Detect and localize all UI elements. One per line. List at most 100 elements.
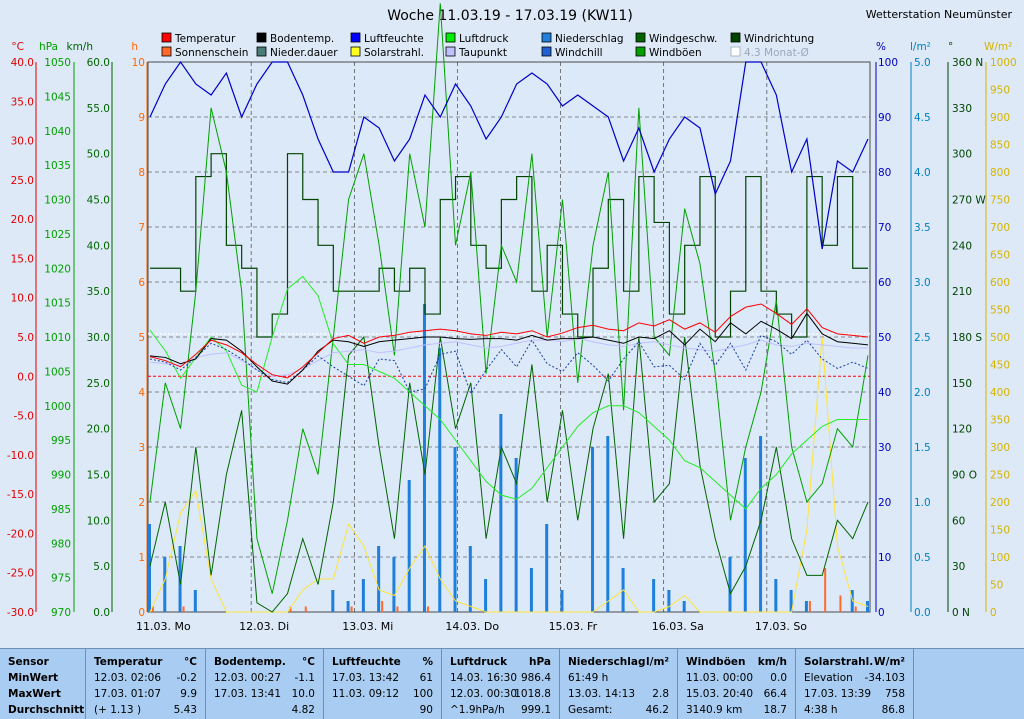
axis-tick-label: 15.0: [11, 253, 34, 265]
x-tick-label: 13.03. Mi: [342, 620, 393, 633]
wind-direction-series: [150, 153, 868, 338]
axis-tick-label: 10.0: [87, 515, 110, 527]
axis-tick-label: 985: [51, 504, 71, 516]
axis-tick-label: 9: [138, 112, 145, 124]
stats-value: 2.8: [652, 688, 669, 700]
chart-title: Woche 11.03.19 - 17.03.19 (KW11): [387, 8, 633, 24]
legend-label: Windchill: [555, 47, 603, 59]
axis-tick-label: 20.0: [87, 424, 110, 436]
stats-row: 61:49 h: [560, 670, 677, 686]
axis-unit-label: W/m²: [984, 41, 1012, 53]
stats-row: 14.03. 16:30 986.4: [442, 670, 559, 686]
precip-bar: [422, 304, 426, 612]
stats-label: Gesamt:: [568, 704, 613, 716]
axis-tick-label: 60: [878, 277, 891, 289]
axis-tick-label: -20.0: [7, 528, 34, 540]
axis-unit-label: h: [131, 41, 138, 53]
stats-row: 13.03. 14:13 2.8: [560, 686, 677, 702]
legend-label: Windgeschw.: [649, 33, 717, 45]
stats-label: Solarstrahl.: [804, 656, 874, 668]
axis-tick-label: 2: [138, 497, 145, 509]
stats-value: %: [422, 656, 433, 668]
temperature-series: [149, 303, 869, 379]
x-tick-label: 16.03. Sa: [652, 620, 704, 633]
stats-row: 3140.9 km 18.7: [678, 702, 795, 718]
stats-value: hPa: [529, 656, 551, 668]
axis-tick-label: 1010: [44, 332, 71, 344]
axis-tick-label: 850: [990, 140, 1010, 152]
axis-tick-label: 0: [138, 607, 145, 619]
stats-row: Niederschlag l/m²: [560, 654, 677, 670]
sunshine-bar: [808, 601, 811, 612]
axis-tick-label: 15.0: [87, 470, 110, 482]
legend-swatch: [730, 46, 741, 57]
axis-tick-label: 4: [138, 387, 145, 399]
legend-label: Windrichtung: [744, 33, 814, 45]
axis-tick-label: 0.5: [914, 552, 931, 564]
stats-row: 17.03. 01:07 9.9: [86, 686, 205, 702]
stats-row: Temperatur °C: [86, 654, 205, 670]
axis-tick-label: 750: [990, 195, 1010, 207]
sunshine-bar: [839, 595, 842, 612]
axis-tick-label: 900: [990, 112, 1010, 124]
axis-tick-label: 700: [990, 222, 1010, 234]
axis-tick-label: 1005: [44, 366, 71, 378]
stats-row: MaxWert: [0, 686, 85, 702]
stats-label: Windböen: [686, 656, 746, 668]
precip-bar: [652, 579, 656, 612]
sunshine-bar: [854, 606, 857, 612]
stats-row: 4:38 h 86.8: [796, 702, 913, 718]
axis-tick-label: 300: [952, 149, 972, 161]
precip-bar: [743, 458, 747, 612]
stats-block-4: Luftdruck hPa 14.03. 16:30 986.4 12.03. 00:3…: [442, 649, 560, 719]
stats-label: Niederschlag: [568, 656, 646, 668]
legend-swatch: [541, 46, 552, 57]
axis-tick-label: 1030: [44, 195, 71, 207]
stats-value: 758: [884, 688, 905, 700]
axis-tick-label: 30.0: [11, 136, 34, 148]
axis-tick-label: 35.0: [87, 286, 110, 298]
stats-label: 14.03. 16:30: [450, 672, 517, 684]
stats-label: 17.03. 13:39: [804, 688, 871, 700]
axis-tick-label: 1015: [44, 298, 71, 310]
axis-tick-label: 3.0: [914, 277, 931, 289]
stats-block-0: Sensor MinWert MaxWert Durchschnitt: [0, 649, 86, 719]
axis-unit-label: km/h: [66, 41, 93, 53]
sunshine-bar: [350, 606, 353, 612]
axis-tick-label: 45.0: [87, 195, 110, 207]
stats-block-7: Solarstrahl. W/m² Elevation -34.103 17.03. 1…: [796, 649, 914, 719]
stats-block-2: Bodentemp. °C 12.03. 00:27 -1.1 17.03. 13:41…: [206, 649, 324, 719]
axis-tick-label: 150: [990, 525, 1010, 537]
stats-label: 15.03. 20:40: [686, 688, 753, 700]
axis-tick-label: 7: [138, 222, 145, 234]
dewpoint-series: [149, 338, 868, 377]
axis-tick-label: 1045: [44, 91, 71, 103]
axis-tick-label: 1025: [44, 229, 71, 241]
stats-row: Windböen km/h: [678, 654, 795, 670]
precip-bar: [193, 590, 197, 612]
axis-tick-label: 50: [990, 580, 1003, 592]
axis-unit-label: l/m²: [910, 41, 931, 53]
x-tick-label: 12.03. Di: [239, 620, 289, 633]
x-tick-label: 17.03. So: [755, 620, 807, 633]
axis-tick-label: 0: [878, 607, 885, 619]
axis-tick-label: 25.0: [87, 378, 110, 390]
stats-label: MaxWert: [8, 688, 61, 700]
axis-tick-label: 60.0: [87, 57, 110, 69]
wind-speed-series: [149, 335, 869, 613]
axis-tick-label: 550: [990, 305, 1010, 317]
legend-swatch: [445, 46, 456, 57]
axis-tick-label: 1.0: [914, 497, 931, 509]
axis-tick-label: 10.0: [11, 293, 34, 305]
axis-tick-label: 5.0: [914, 57, 931, 69]
stats-value: 10.0: [291, 688, 315, 700]
axis-tick-label: 70: [878, 222, 891, 234]
stats-label: 3140.9 km: [686, 704, 743, 716]
axis-tick-label: 0.0: [17, 371, 34, 383]
axis-tick-label: 8: [138, 167, 145, 179]
humidity-series: [149, 60, 869, 250]
legend-swatch: [161, 32, 172, 43]
windchill-series: [149, 334, 869, 395]
axis-tick-label: 40.0: [11, 57, 34, 69]
axis-tick-label: 120: [952, 424, 972, 436]
